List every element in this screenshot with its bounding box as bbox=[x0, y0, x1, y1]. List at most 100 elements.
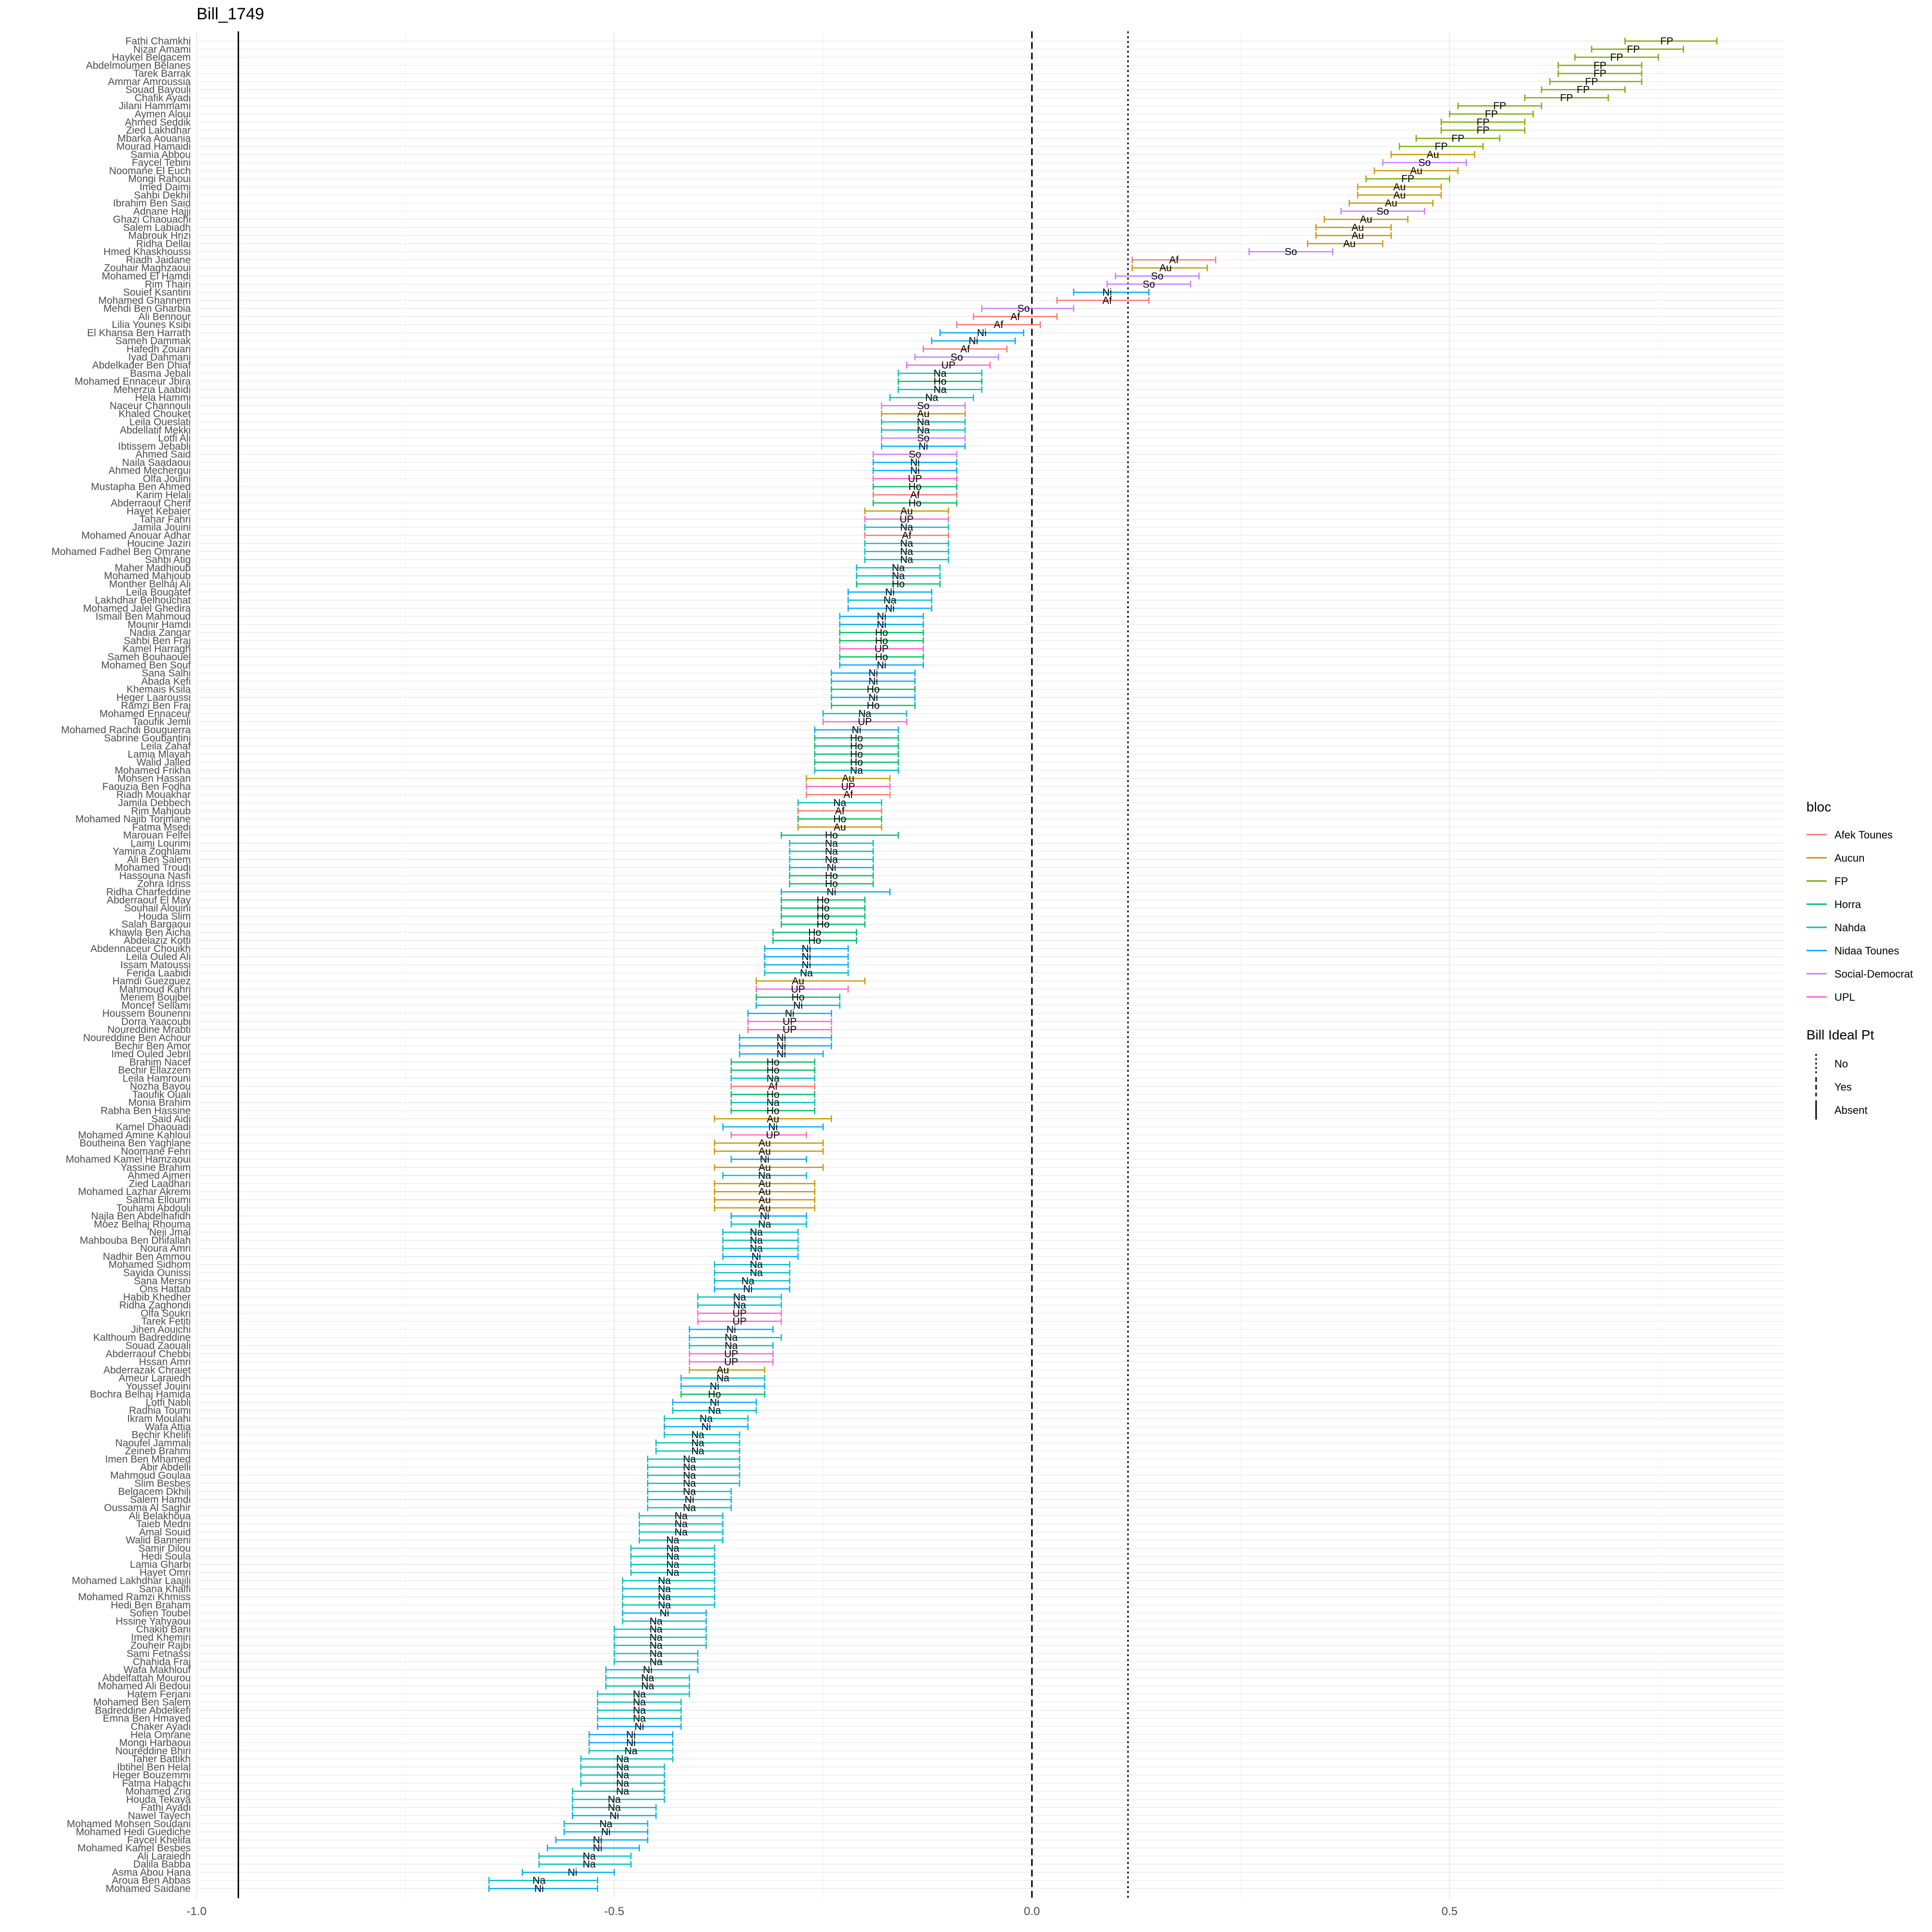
legislator-interval: Na bbox=[630, 1551, 715, 1562]
legislator-interval: Na bbox=[605, 1681, 690, 1692]
point-label: Na bbox=[683, 1503, 696, 1514]
legislator-name: Yassine Brahim bbox=[120, 1162, 191, 1173]
point-label: Au bbox=[1385, 198, 1397, 209]
point-label: Ho bbox=[792, 992, 805, 1003]
point-label: Ho bbox=[833, 814, 846, 825]
point-label: Na bbox=[900, 546, 913, 557]
legislator-interval: Na bbox=[572, 1794, 665, 1805]
legislator-name: Hassouna Nasfi bbox=[119, 870, 191, 881]
legislator-name: Abdelfattah Mourou bbox=[102, 1673, 191, 1684]
legislator-name: Habib Khedher bbox=[123, 1292, 191, 1303]
legislator-interval: Na bbox=[597, 1697, 682, 1708]
point-label: Na bbox=[733, 1300, 746, 1311]
point-label: Na bbox=[691, 1437, 704, 1449]
legislator-name: Ikram Moulahi bbox=[127, 1413, 191, 1424]
legislator-name: Najla Ben Abdelhafidh bbox=[91, 1211, 191, 1222]
legislator-interval: Ho bbox=[755, 992, 840, 1003]
point-label: Ni bbox=[785, 1008, 795, 1019]
legislator-interval: Na bbox=[639, 1527, 724, 1538]
legislator-name: Houcine Jaziri bbox=[127, 538, 191, 549]
legislator-interval: Au bbox=[714, 1194, 816, 1206]
legislator-name: Monia Brahim bbox=[128, 1097, 191, 1108]
point-label: Ni bbox=[777, 1040, 786, 1051]
legislator-interval: Na bbox=[856, 570, 941, 582]
point-label: FP bbox=[1585, 76, 1598, 87]
legislator-interval: Af bbox=[973, 311, 1058, 322]
legislator-interval: FP bbox=[1457, 100, 1542, 112]
point-label: Ho bbox=[875, 627, 888, 639]
legislator-name: Ibrahim Ben Said bbox=[113, 198, 191, 209]
legislator-interval: Ni bbox=[739, 1040, 832, 1051]
legislator-name: Mohamed Kamel Hamzaoui bbox=[66, 1154, 191, 1165]
legislator-name: Mbarka Aouania bbox=[117, 133, 191, 144]
legislator-interval: Na bbox=[622, 1576, 715, 1587]
point-label: Af bbox=[902, 530, 911, 541]
point-label: FP bbox=[1560, 92, 1573, 103]
point-label: Ni bbox=[601, 1827, 611, 1838]
legislator-interval: Ni bbox=[755, 1000, 840, 1011]
point-label: Na bbox=[758, 1170, 771, 1181]
legislator-name: Sana Salhi bbox=[142, 668, 191, 679]
point-label: Na bbox=[608, 1794, 621, 1805]
point-label: Na bbox=[616, 1770, 629, 1781]
legislator-interval: Af bbox=[956, 319, 1041, 330]
point-label: Ho bbox=[867, 684, 880, 695]
x-tick-label: -0.5 bbox=[604, 1905, 624, 1918]
point-label: Au bbox=[758, 1162, 771, 1173]
legislator-name: Mohamed Fadhel Ben Omrane bbox=[52, 546, 191, 557]
legislator-name: Zouheir Rajbi bbox=[130, 1640, 191, 1651]
legislator-interval: Ni bbox=[881, 441, 966, 452]
legislator-name: Ahmed Mechergui bbox=[109, 465, 191, 476]
legislator-name: Mohamed Sidhom bbox=[109, 1259, 191, 1270]
legislator-name: Mahmoud Kahri bbox=[119, 984, 191, 995]
legislator-interval: Na bbox=[639, 1510, 724, 1521]
legislator-interval: Ni bbox=[647, 1494, 732, 1506]
legislator-name: Fathi Chamkhi bbox=[126, 36, 191, 47]
legislator-name: Heger Bouzemmi bbox=[113, 1770, 191, 1781]
point-label: FP bbox=[1477, 125, 1490, 136]
legislator-name: Nawel Tayech bbox=[128, 1810, 191, 1821]
point-label: Na bbox=[533, 1875, 546, 1886]
legislator-interval: FP bbox=[1557, 60, 1643, 71]
legislator-interval: Na bbox=[655, 1446, 740, 1457]
point-label: Na bbox=[750, 1243, 763, 1254]
legislator-name: Moncef Sellami bbox=[121, 1000, 191, 1011]
point-label: Af bbox=[768, 1081, 778, 1092]
legislator-interval: Na bbox=[538, 1859, 632, 1870]
point-label: Ni bbox=[701, 1421, 711, 1433]
legislator-name: Mohamed Ennaceur Jbira bbox=[75, 376, 191, 387]
point-label: Ni bbox=[752, 1251, 761, 1262]
legislator-interval: Ni bbox=[872, 465, 958, 476]
legislator-interval: Na bbox=[864, 546, 949, 557]
legislator-interval: Ho bbox=[680, 1389, 766, 1400]
legislator-name: Hayet Omri bbox=[140, 1567, 191, 1578]
legislator-name: Imen Ben Mhamed bbox=[105, 1454, 191, 1465]
legislator-interval: Na bbox=[822, 708, 908, 719]
legislator-name: Mohamed Hedi Guediche bbox=[76, 1827, 191, 1838]
legislator-name: Fatma Habachi bbox=[122, 1778, 191, 1789]
legislator-interval: So bbox=[1248, 246, 1334, 257]
legislator-interval: Au bbox=[714, 1186, 816, 1197]
legislator-interval: Ho bbox=[897, 376, 982, 387]
legislator-name: Abderrazak Chraiet bbox=[103, 1364, 191, 1376]
legislator-interval: So bbox=[1340, 206, 1425, 217]
point-label: Au bbox=[1360, 214, 1372, 225]
legislator-interval: Ni bbox=[931, 336, 1016, 347]
legislator-name: Samia Abbou bbox=[130, 149, 191, 160]
legislator-name: Hmed Khaskhoussi bbox=[103, 246, 191, 257]
point-label: FP bbox=[1627, 44, 1640, 55]
legislator-interval: UP bbox=[839, 643, 924, 654]
legislator-name: Aroua Ben Abbas bbox=[112, 1875, 191, 1886]
legislator-interval: Na bbox=[647, 1503, 732, 1514]
legislator-interval: So bbox=[881, 433, 966, 444]
legislator-interval: Na bbox=[613, 1640, 707, 1651]
legislator-name: Sameh Bouhaouel bbox=[107, 652, 191, 663]
grid bbox=[196, 31, 1784, 1898]
legislator-name: Sofien Toubel bbox=[129, 1608, 191, 1619]
legislator-interval: Na bbox=[722, 1227, 799, 1238]
point-label: FP bbox=[1451, 133, 1464, 144]
legislator-name: Naila Saadaoui bbox=[122, 457, 191, 468]
point-label: UP bbox=[841, 781, 855, 792]
legislator-name: Mohamed Frikha bbox=[114, 765, 191, 776]
